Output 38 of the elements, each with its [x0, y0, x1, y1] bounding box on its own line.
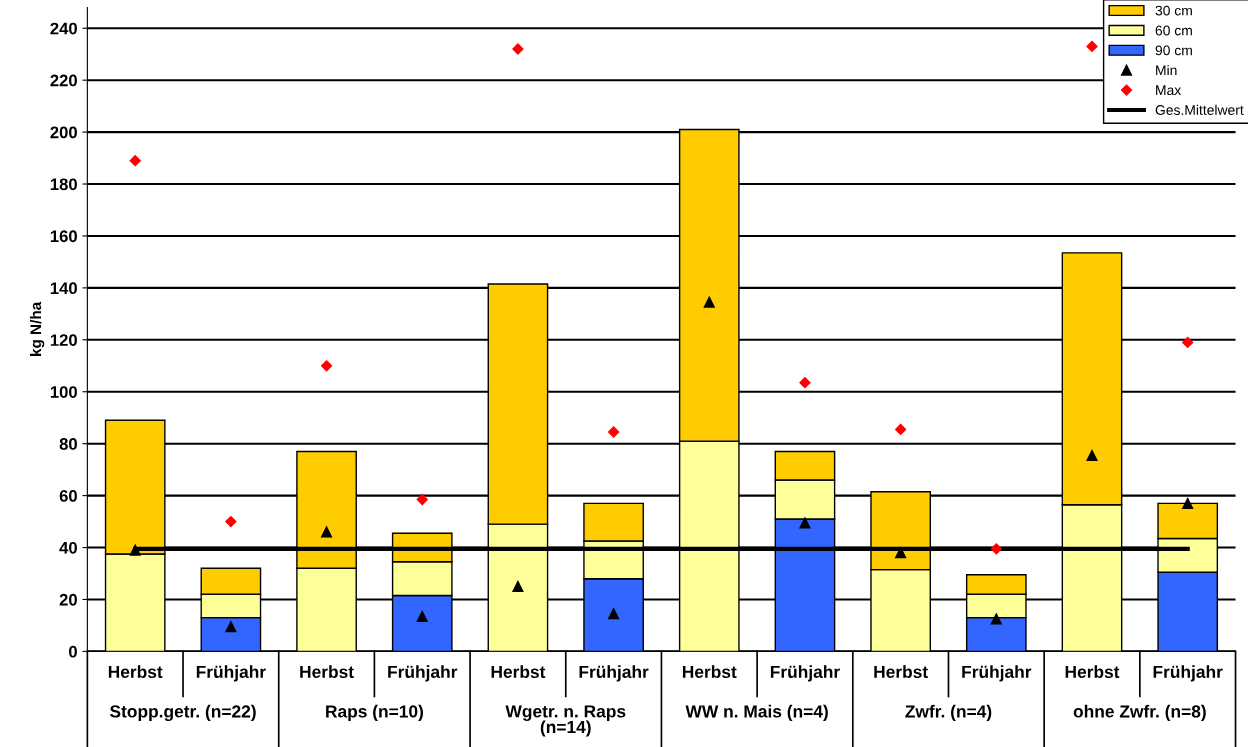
x-tick-label: Herbst: [108, 665, 163, 679]
text: WW n. Mais (n=4): [685, 704, 828, 722]
legend-label: 60 cm: [1155, 25, 1192, 36]
x-tick-label: Herbst: [300, 665, 354, 679]
text: Raps (n=10): [326, 704, 423, 722]
legend-label: Max: [1156, 85, 1182, 96]
y-tick-label: 120: [50, 334, 77, 347]
y-tick-label: 100: [50, 386, 77, 398]
y-tick-label: 0: [69, 645, 77, 658]
x-tick-label: Frühjahr: [579, 665, 649, 682]
text: Wgetr. n. Raps (n=14): [505, 705, 626, 737]
y-tick-label: 240: [50, 22, 77, 35]
y-tick-label: 220: [50, 74, 77, 87]
x-tick-label: Herbst: [682, 665, 737, 679]
y-tick-label: 40: [59, 541, 77, 554]
text: Zwfr. (n=4): [905, 704, 992, 722]
y-tick-label: 60: [59, 490, 77, 502]
x-tick-label: Frühjahr: [388, 665, 458, 682]
x-tick-label: Frühjahr: [196, 665, 266, 682]
legend-label: 90 cm: [1155, 45, 1192, 56]
x-tick-label: Frühjahr: [770, 665, 840, 682]
x-tick-label: Herbst: [491, 665, 546, 679]
y-tick-label: 140: [50, 282, 77, 295]
legend-label: Ges.Mittelwert: [1155, 104, 1244, 115]
y-tick-label: 80: [59, 438, 77, 450]
legend-label: Min: [1156, 64, 1177, 76]
y-axis-title: kg N/ha: [29, 301, 45, 356]
text: Stopp.getr. (n=22): [109, 704, 256, 722]
x-tick-label: Herbst: [1065, 665, 1120, 679]
y-tick-label: 160: [50, 230, 77, 243]
y-tick-label: 20: [59, 593, 77, 606]
x-tick-label: Frühjahr: [1153, 665, 1223, 682]
y-tick-label: 180: [50, 178, 77, 191]
text: ohne Zwfr. (n=8): [1073, 704, 1206, 722]
legend-label: 30 cm: [1155, 5, 1192, 16]
x-tick-label: Frühjahr: [962, 665, 1032, 682]
y-tick-label: 200: [50, 126, 77, 139]
x-tick-label: Herbst: [874, 665, 928, 679]
